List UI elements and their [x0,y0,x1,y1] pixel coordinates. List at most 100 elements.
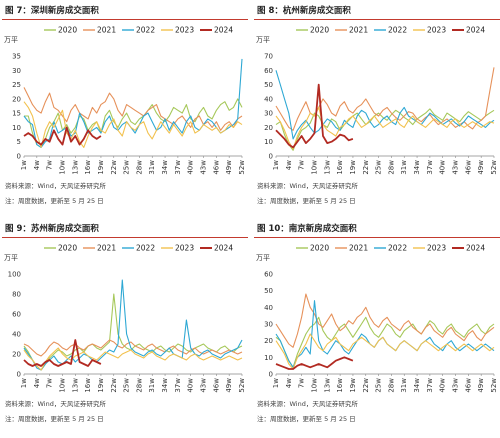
legend-label: 2020 [310,244,329,253]
legend-label: 2021 [97,244,116,253]
x-tick-label: 10w [310,160,318,175]
x-tick-label: 19w [97,378,105,393]
x-tick-label: 13w [323,378,331,393]
x-tick-label: 31w [400,160,408,175]
chart-panel-nanjing: 图 10：南京新房成交面积 2020 2021 2022 2023 2024 万平 0 10 2… [254,218,500,433]
x-tick-label: 10w [58,160,66,175]
x-tick-label: 10w [310,378,318,393]
source-note: 资料来源：Wind，天风证券研究所 [257,182,358,190]
y-tick-label: 40 [264,304,273,312]
series-line-2024 [23,126,102,146]
legend-label: 2023 [175,26,194,35]
y-tick-label: 20 [12,351,21,359]
legend-label: 2024 [466,26,485,35]
series-line-2022 [23,58,243,148]
title-divider [2,19,248,20]
y-axis-unit: 万平 [256,36,270,44]
update-note: 注：周度数据，更新至 5 月 25 日 [5,197,104,205]
x-tick-label: 13w [323,160,331,175]
y-tick-label: 25 [12,81,21,89]
series-line-2021 [23,87,243,131]
x-tick-label: 22w [110,160,118,175]
x-tick-label: 40w [187,160,195,175]
x-tick-label: 49w [477,378,485,393]
legend-label: 2023 [175,244,194,253]
legend-label: 2021 [349,244,368,253]
x-tick-label: 49w [225,378,233,393]
x-tick-label: 46w [212,160,220,175]
chart-legend: 2020 2021 2022 2023 2024 [44,26,233,35]
series-line-2024 [275,356,354,370]
x-tick-label: 1w [20,378,28,388]
x-tick-label: 40w [439,378,447,393]
x-tick-label: 46w [212,378,220,393]
title-divider [2,237,248,238]
chart-legend: 2020 2021 2022 2023 2024 [296,244,485,253]
series-line-2023 [275,333,495,370]
x-tick-label: 40w [187,378,195,393]
x-tick-label: 34w [161,378,169,393]
update-note: 注：周度数据，更新至 5 月 25 日 [257,197,356,205]
title-divider [254,237,500,238]
series-line-2023 [23,347,243,371]
y-tick-label: 20 [12,95,21,103]
x-tick-label: 52w [238,160,246,175]
legend-label: 2023 [427,244,446,253]
legend-label: 2024 [466,244,485,253]
y-tick-label: 30 [264,110,273,118]
chart-legend: 2020 2021 2022 2023 2024 [44,244,233,253]
y-tick-label: 10 [264,138,273,146]
x-tick-label: 7w [46,378,54,388]
chart-panel-suzhou: 图 9：苏州新房成交面积 2020 2021 2022 2023 2024 万平 0 20 40… [2,218,248,433]
y-tick-label: 0 [17,153,21,161]
x-tick-label: 16w [84,160,92,175]
x-tick-label: 43w [452,378,460,393]
chart-panel-shenzhen: 图 7：深圳新房成交面积 2020 2021 2022 2023 2024 万平 0 5 10 1… [2,0,248,215]
line-chart: 2020 2021 2022 2023 2024 万平 0 20 40 60 80 100 1w 4w 7w… [4,244,246,393]
x-tick-label: 22w [362,160,370,175]
x-tick-label: 31w [400,378,408,393]
chart-panel-hangzhou: 图 8：杭州新房成交面积 2020 2021 2022 2023 2024 万平 0 10 20… [254,0,500,215]
y-tick-label: 30 [264,321,273,329]
x-tick-label: 37w [174,378,182,393]
y-tick-label: 60 [264,271,273,279]
x-tick-label: 52w [238,378,246,393]
y-tick-label: 15 [12,110,21,118]
x-tick-label: 46w [464,378,472,393]
legend-label: 2021 [97,26,116,35]
y-tick-label: 100 [8,271,21,279]
series-line-2021 [23,339,243,357]
legend-label: 2020 [58,26,77,35]
y-tick-label: 60 [264,67,273,75]
legend-label: 2023 [427,26,446,35]
title-divider [254,19,500,20]
x-tick-label: 46w [464,160,472,175]
series-line-2020 [275,316,495,368]
x-tick-label: 25w [123,378,131,393]
x-tick-label: 4w [33,378,41,388]
x-tick-label: 19w [349,378,357,393]
chart-title: 图 7：深圳新房成交面积 [5,6,99,16]
x-tick-label: 19w [97,160,105,175]
series-line-2022 [23,279,243,371]
update-note: 注：周度数据，更新至 5 月 25 日 [5,415,104,423]
series-line-2020 [24,98,243,148]
x-tick-label: 40w [439,160,447,175]
source-note: 资料来源：Wind，天风证券研究所 [5,182,106,190]
y-axis-unit: 万平 [4,36,18,44]
source-note: 资料来源：Wind，天风证券研究所 [257,400,358,408]
x-tick-label: 25w [375,378,383,393]
series-line-2020 [23,293,243,371]
legend-label: 2021 [349,26,368,35]
legend-label: 2022 [136,26,155,35]
series-line-2020 [275,108,495,151]
chart-legend: 2020 2021 2022 2023 2024 [296,26,485,35]
y-tick-label: 50 [264,81,273,89]
x-tick-label: 4w [33,160,41,170]
y-axis-unit: 万平 [256,254,270,262]
source-note: 资料来源：Wind，天风证券研究所 [5,400,106,408]
x-tick-label: 37w [174,160,182,175]
line-chart: 2020 2021 2022 2023 2024 万平 0 5 10 15 20 25 30 35 1w 4w… [4,26,246,175]
x-tick-label: 7w [298,378,306,388]
legend-label: 2022 [388,26,407,35]
